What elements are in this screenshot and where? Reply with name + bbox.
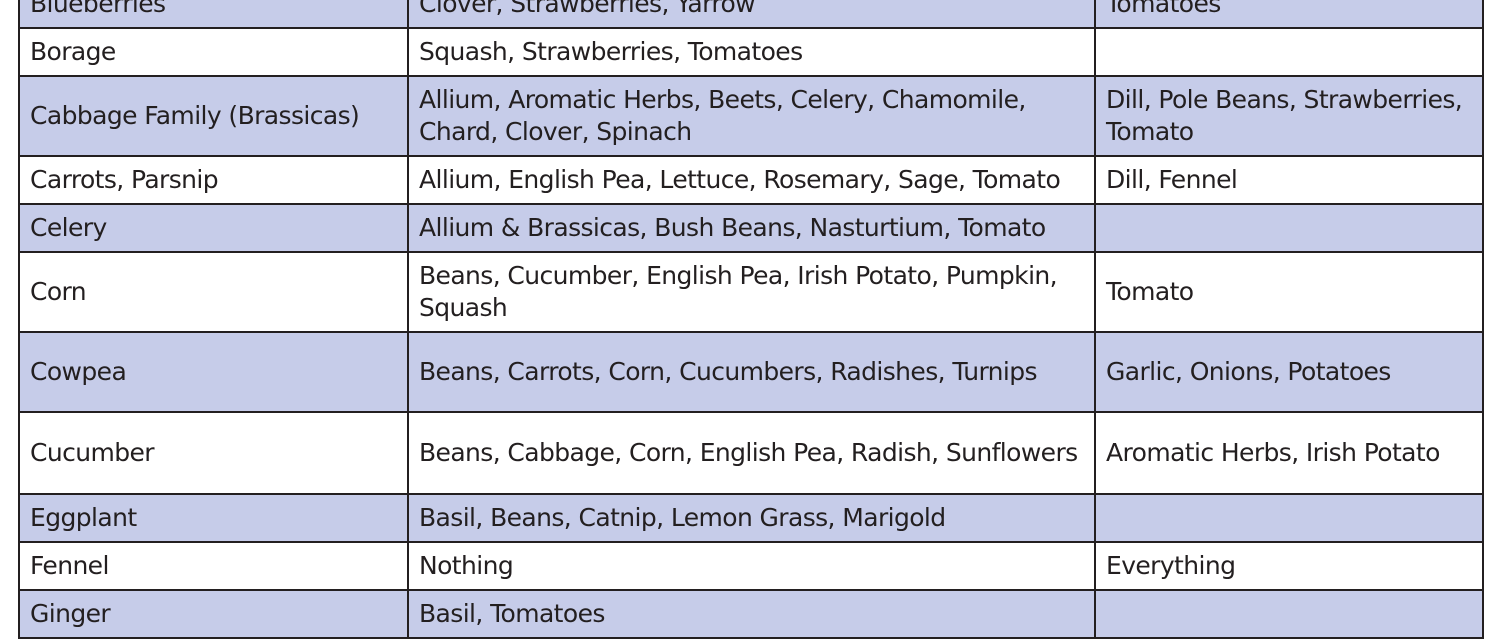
companions-cell: Allium, English Pea, Lettuce, Rosemary, … (407, 155, 1096, 205)
avoid-cell: Garlic, Onions, Potatoes (1094, 331, 1484, 413)
plant-cell: Eggplant (18, 493, 409, 543)
table-row: Celery Allium & Brassicas, Bush Beans, Na… (18, 203, 1484, 253)
table-row: Ginger Basil, Tomatoes (18, 589, 1484, 639)
companions-cell: Clover, Strawberries, Yarrow (407, 0, 1096, 29)
plant-cell: Celery (18, 203, 409, 253)
avoid-cell: Aromatic Herbs, Irish Potato (1094, 411, 1484, 495)
avoid-cell: Everything (1094, 541, 1484, 591)
avoid-cell (1094, 27, 1484, 77)
avoid-cell: Tomato (1094, 251, 1484, 333)
plant-cell: Carrots, Parsnip (18, 155, 409, 205)
table-row: Borage Squash, Strawberries, Tomatoes (18, 27, 1484, 77)
avoid-cell: Tomatoes (1094, 0, 1484, 29)
companions-cell: Allium & Brassicas, Bush Beans, Nasturti… (407, 203, 1096, 253)
companions-cell: Squash, Strawberries, Tomatoes (407, 27, 1096, 77)
avoid-cell (1094, 493, 1484, 543)
companions-cell: Allium, Aromatic Herbs, Beets, Celery, C… (407, 75, 1096, 157)
avoid-cell: Dill, Fennel (1094, 155, 1484, 205)
companions-cell: Beans, Cabbage, Corn, English Pea, Radis… (407, 411, 1096, 495)
companions-cell: Nothing (407, 541, 1096, 591)
companion-planting-table: Blueberries Clover, Strawberries, Yarrow T… (18, 0, 1484, 639)
table-row: Corn Beans, Cucumber, English Pea, Irish … (18, 251, 1484, 333)
table-row: Cabbage Family (Brassicas) Allium, Aromat… (18, 75, 1484, 157)
plant-cell: Cabbage Family (Brassicas) (18, 75, 409, 157)
plant-cell: Blueberries (18, 0, 409, 29)
companions-cell: Basil, Beans, Catnip, Lemon Grass, Marig… (407, 493, 1096, 543)
plant-cell: Borage (18, 27, 409, 77)
plant-cell: Fennel (18, 541, 409, 591)
companions-cell: Beans, Carrots, Corn, Cucumbers, Radishe… (407, 331, 1096, 413)
companion-planting-table-container: Blueberries Clover, Strawberries, Yarrow T… (18, 0, 1484, 639)
plant-cell: Corn (18, 251, 409, 333)
plant-cell: Cowpea (18, 331, 409, 413)
avoid-cell (1094, 203, 1484, 253)
avoid-cell: Dill, Pole Beans, Strawberries, Tomato (1094, 75, 1484, 157)
companions-cell: Basil, Tomatoes (407, 589, 1096, 639)
table-row: Cowpea Beans, Carrots, Corn, Cucumbers, R… (18, 331, 1484, 413)
table-row: Carrots, Parsnip Allium, English Pea, Let… (18, 155, 1484, 205)
table-row: Cucumber Beans, Cabbage, Corn, English Pe… (18, 411, 1484, 495)
plant-cell: Cucumber (18, 411, 409, 495)
companions-cell: Beans, Cucumber, English Pea, Irish Pota… (407, 251, 1096, 333)
table-row: Fennel Nothing Everything (18, 541, 1484, 591)
avoid-cell (1094, 589, 1484, 639)
plant-cell: Ginger (18, 589, 409, 639)
table-row: Blueberries Clover, Strawberries, Yarrow T… (18, 0, 1484, 29)
table-row: Eggplant Basil, Beans, Catnip, Lemon Gras… (18, 493, 1484, 543)
